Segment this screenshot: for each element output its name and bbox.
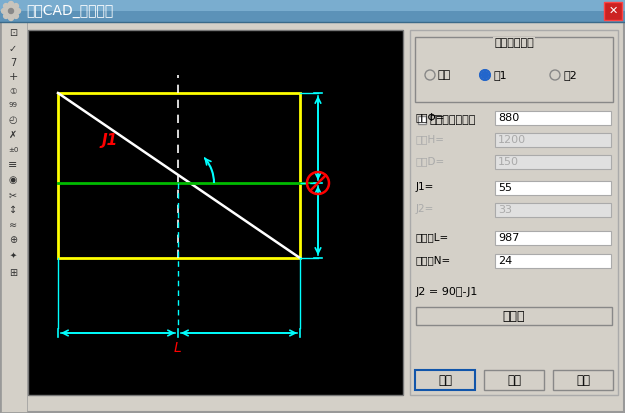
Text: ◉: ◉: [9, 175, 18, 185]
FancyBboxPatch shape: [0, 0, 625, 22]
Text: ≡: ≡: [8, 160, 18, 170]
Circle shape: [4, 4, 9, 9]
FancyBboxPatch shape: [495, 111, 611, 125]
Text: ⊞: ⊞: [9, 268, 17, 278]
Text: 等分数N=: 等分数N=: [416, 255, 451, 265]
Text: J1=: J1=: [416, 182, 434, 192]
Circle shape: [9, 9, 14, 14]
Text: 55: 55: [498, 183, 512, 193]
FancyBboxPatch shape: [495, 155, 611, 169]
Circle shape: [481, 71, 489, 78]
FancyBboxPatch shape: [495, 181, 611, 195]
Text: J1: J1: [102, 133, 118, 149]
Text: 角2: 角2: [563, 70, 577, 80]
Text: J2=: J2=: [416, 204, 434, 214]
Text: 边长: 边长: [438, 70, 451, 80]
Text: 987: 987: [498, 233, 519, 243]
Circle shape: [14, 4, 19, 9]
Text: ✂: ✂: [9, 190, 17, 200]
Text: ⊕: ⊕: [9, 235, 17, 245]
Circle shape: [6, 6, 16, 16]
FancyBboxPatch shape: [28, 30, 403, 395]
Text: 99: 99: [9, 102, 18, 108]
Text: J2 = 90度-J1: J2 = 90度-J1: [416, 287, 478, 297]
Text: ◴: ◴: [9, 115, 18, 125]
Text: ✗: ✗: [9, 130, 17, 140]
Circle shape: [16, 9, 21, 14]
FancyBboxPatch shape: [416, 307, 612, 325]
Text: 说明: 说明: [576, 373, 590, 387]
FancyBboxPatch shape: [415, 37, 613, 102]
Text: ✕: ✕: [608, 6, 618, 16]
Text: +: +: [8, 72, 18, 82]
FancyBboxPatch shape: [495, 133, 611, 147]
FancyBboxPatch shape: [418, 116, 426, 124]
Circle shape: [4, 14, 9, 19]
Circle shape: [551, 71, 559, 79]
Text: 150: 150: [498, 157, 519, 167]
FancyBboxPatch shape: [415, 370, 475, 390]
Text: 24: 24: [498, 256, 512, 266]
Text: 直径Φ=: 直径Φ=: [416, 112, 446, 122]
FancyBboxPatch shape: [1, 22, 27, 412]
Text: ↕: ↕: [9, 205, 17, 215]
FancyBboxPatch shape: [495, 231, 611, 245]
Text: 轴线长L=: 轴线长L=: [416, 232, 449, 242]
Text: 退出: 退出: [507, 373, 521, 387]
Text: 确定: 确定: [438, 373, 452, 387]
Text: 长边H=: 长边H=: [416, 134, 445, 144]
Text: 1200: 1200: [498, 135, 526, 145]
Text: ≈: ≈: [9, 220, 17, 230]
Circle shape: [9, 2, 14, 7]
Text: ✓: ✓: [9, 44, 17, 54]
Text: 短边D=: 短边D=: [416, 156, 445, 166]
FancyBboxPatch shape: [604, 2, 622, 20]
Text: 切口表达方式: 切口表达方式: [494, 38, 534, 48]
Text: 7: 7: [10, 58, 16, 68]
FancyBboxPatch shape: [410, 30, 618, 395]
Circle shape: [426, 71, 434, 79]
FancyBboxPatch shape: [0, 11, 625, 22]
Text: ±0: ±0: [8, 147, 18, 153]
FancyBboxPatch shape: [1, 22, 624, 412]
FancyBboxPatch shape: [484, 370, 544, 390]
Text: 角1: 角1: [493, 70, 507, 80]
FancyBboxPatch shape: [495, 203, 611, 217]
Text: 钢构CAD_斜切圆管: 钢构CAD_斜切圆管: [26, 4, 113, 18]
FancyBboxPatch shape: [553, 370, 613, 390]
Circle shape: [14, 14, 19, 19]
Circle shape: [1, 9, 6, 14]
Text: ①: ①: [9, 86, 17, 95]
Text: 量角器: 量角器: [503, 309, 525, 323]
Text: 仅展开切角部分: 仅展开切角部分: [430, 115, 476, 125]
Text: 880: 880: [498, 113, 519, 123]
Text: 33: 33: [498, 205, 512, 215]
Text: L: L: [174, 341, 182, 355]
Text: ✦: ✦: [9, 251, 16, 259]
FancyBboxPatch shape: [495, 254, 611, 268]
Text: ⊡: ⊡: [9, 28, 17, 38]
Circle shape: [9, 16, 14, 21]
